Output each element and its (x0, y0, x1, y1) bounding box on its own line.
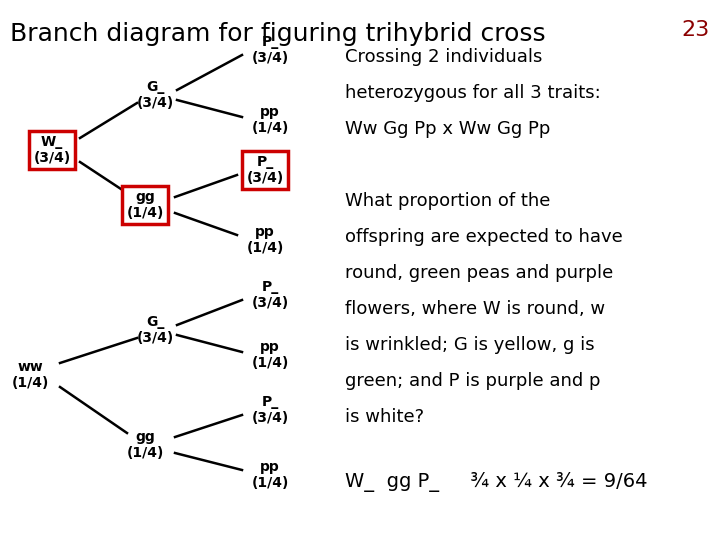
Text: pp
(1/4): pp (1/4) (251, 340, 289, 370)
Text: offspring are expected to have: offspring are expected to have (345, 228, 623, 246)
Text: gg
(1/4): gg (1/4) (126, 430, 163, 460)
Text: W_  gg P_     ¾ x ¼ x ¾ = 9/64: W_ gg P_ ¾ x ¼ x ¾ = 9/64 (345, 472, 647, 492)
Text: Branch diagram for figuring trihybrid cross: Branch diagram for figuring trihybrid cr… (10, 22, 546, 46)
Text: G_
(3/4): G_ (3/4) (136, 315, 174, 345)
Text: G_
(3/4): G_ (3/4) (136, 80, 174, 110)
Text: is white?: is white? (345, 408, 424, 426)
Text: heterozygous for all 3 traits:: heterozygous for all 3 traits: (345, 84, 600, 102)
Text: Ww Gg Pp x Ww Gg Pp: Ww Gg Pp x Ww Gg Pp (345, 120, 550, 138)
Text: 23: 23 (682, 20, 710, 40)
Text: W_
(3/4): W_ (3/4) (33, 135, 71, 165)
Text: pp
(1/4): pp (1/4) (246, 225, 284, 255)
Text: P_
(3/4): P_ (3/4) (246, 155, 284, 185)
Text: P_
(3/4): P_ (3/4) (251, 395, 289, 425)
Text: is wrinkled; G is yellow, g is: is wrinkled; G is yellow, g is (345, 336, 595, 354)
Text: ww
(1/4): ww (1/4) (12, 360, 49, 390)
Text: green; and P is purple and p: green; and P is purple and p (345, 372, 600, 390)
Text: flowers, where W is round, w: flowers, where W is round, w (345, 300, 605, 318)
Text: P_
(3/4): P_ (3/4) (251, 280, 289, 310)
Text: round, green peas and purple: round, green peas and purple (345, 264, 613, 282)
Text: What proportion of the: What proportion of the (345, 192, 550, 210)
Text: gg
(1/4): gg (1/4) (126, 190, 163, 220)
Text: pp
(1/4): pp (1/4) (251, 460, 289, 490)
Text: pp
(1/4): pp (1/4) (251, 105, 289, 135)
Text: P_
(3/4): P_ (3/4) (251, 35, 289, 65)
Text: Crossing 2 individuals: Crossing 2 individuals (345, 48, 542, 66)
